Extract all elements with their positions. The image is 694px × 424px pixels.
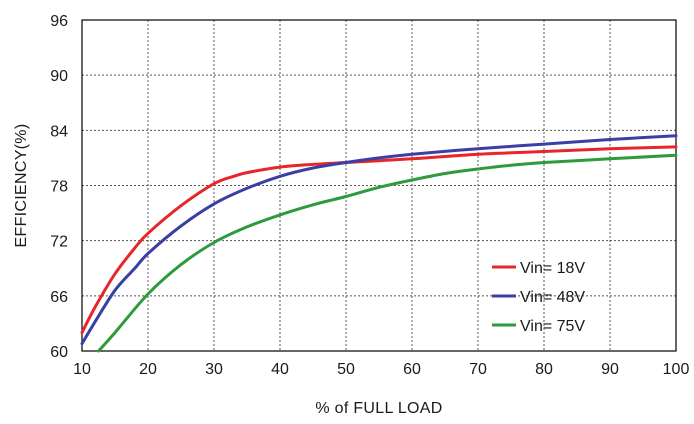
y-tick-label: 66 bbox=[50, 289, 68, 306]
x-tick-label: 40 bbox=[271, 361, 289, 378]
x-tick-label: 70 bbox=[469, 361, 487, 378]
series-lines bbox=[80, 134, 678, 353]
legend-label-2: Vin= 48V bbox=[520, 289, 585, 306]
legend: Vin= 18V Vin= 48V Vin= 75V bbox=[492, 260, 585, 335]
x-tick-label: 10 bbox=[73, 361, 91, 378]
series-line-3 bbox=[97, 153, 678, 353]
tick-labels: 10 20 30 40 50 60 70 80 90 100 60 66 72 78 84 90 96 bbox=[50, 13, 689, 378]
y-tick-label: 60 bbox=[50, 344, 68, 361]
plot-frame bbox=[81, 19, 677, 352]
legend-label-1: Vin= 18V bbox=[520, 260, 585, 277]
y-tick-label: 84 bbox=[50, 123, 68, 140]
series-line-1 bbox=[80, 145, 678, 335]
x-axis-title: % of FULL LOAD bbox=[315, 400, 442, 417]
x-tick-label: 50 bbox=[337, 361, 355, 378]
grid bbox=[82, 20, 676, 351]
x-tick-label: 100 bbox=[663, 361, 690, 378]
y-tick-label: 90 bbox=[50, 68, 68, 85]
y-tick-label: 96 bbox=[50, 13, 68, 30]
y-tick-label: 72 bbox=[50, 234, 68, 251]
legend-label-3: Vin= 75V bbox=[520, 318, 585, 335]
x-tick-label: 80 bbox=[535, 361, 553, 378]
x-tick-label: 60 bbox=[403, 361, 421, 378]
x-tick-label: 30 bbox=[205, 361, 223, 378]
x-tick-label: 20 bbox=[139, 361, 157, 378]
y-axis-title: EFFICIENCY(%) bbox=[13, 124, 30, 248]
x-tick-label: 90 bbox=[601, 361, 619, 378]
series-line-2 bbox=[80, 134, 678, 346]
y-tick-label: 78 bbox=[50, 179, 68, 196]
